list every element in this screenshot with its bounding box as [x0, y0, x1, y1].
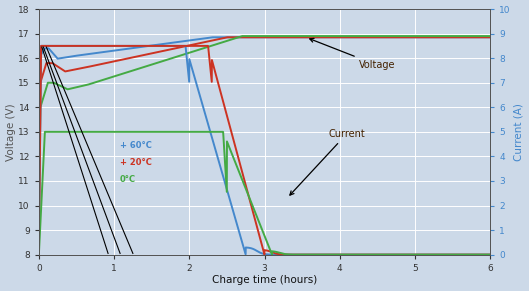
Text: Current: Current [290, 129, 365, 195]
Text: 0°C: 0°C [120, 175, 136, 184]
X-axis label: Charge time (hours): Charge time (hours) [212, 276, 317, 285]
Text: + 20°C: + 20°C [120, 158, 152, 167]
Text: + 60°C: + 60°C [120, 141, 152, 150]
Y-axis label: Current (A): Current (A) [514, 103, 523, 161]
Y-axis label: Voltage (V): Voltage (V) [6, 103, 15, 161]
Text: Voltage: Voltage [310, 38, 395, 70]
